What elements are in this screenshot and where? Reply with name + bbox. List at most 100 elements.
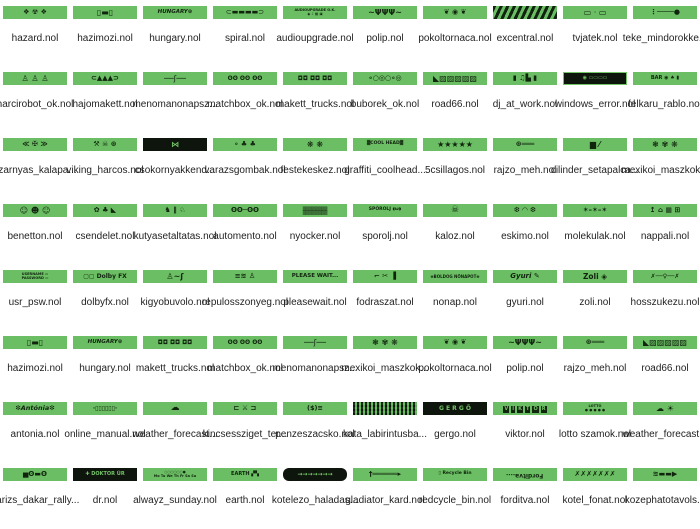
file-name-label[interactable]: redcycle_bin.nol: [418, 495, 492, 506]
file-name-label[interactable]: viking_harcos.nol: [66, 165, 144, 176]
polip-nol-logo-thumbnail[interactable]: ~ΨΨΨ~: [493, 336, 557, 349]
file-item[interactable]: ⊂▬▬▬▬⊃ spiral.nol: [210, 1, 280, 67]
file-name-label[interactable]: gladiator_kard.nol: [345, 495, 425, 506]
audioupgrade-nol-logo-thumbnail[interactable]: AUDIOUPGRADE O.K. ◉ ♪ ▦ ▣: [283, 6, 347, 19]
file-item[interactable]: EARTH ▞▚ earth.nol: [210, 463, 280, 529]
hajomakett-nol-logo-thumbnail[interactable]: ⊂▲▲▲⊃: [73, 72, 137, 85]
zoli-nol-logo-thumbnail[interactable]: Zoli ◈: [563, 270, 627, 283]
graffiti-coolhead-logo-thumbnail[interactable]: ▓COOL HEAD▓: [353, 138, 417, 151]
automento-nol-logo-thumbnail[interactable]: ʘʘ─ʘʘ: [213, 204, 277, 217]
kutyasetaltatas-nol-logo-thumbnail[interactable]: ♞ ∥ ♘: [143, 204, 207, 217]
dj-at-work-nol-logo-thumbnail[interactable]: ▮ ♫▙ ▮: [493, 72, 557, 85]
file-item[interactable]: ◣▨▨▨▨▨ road66.nol: [420, 67, 490, 133]
file-item[interactable]: ◘◘ ◘◘ ◘◘ makett_trucks.nol: [136, 331, 214, 397]
kaloz-nol-logo-thumbnail[interactable]: ☠: [423, 204, 487, 217]
file-name-label[interactable]: kaloz.nol: [435, 231, 475, 242]
file-name-label[interactable]: excentral.nol: [496, 33, 554, 44]
sporolj-nol-logo-thumbnail[interactable]: SPÓROLJ ◖ω◗: [353, 204, 417, 217]
file-name-label[interactable]: antonia.nol: [10, 429, 60, 440]
file-item[interactable]: ▭ · ▭ tvjatek.nol: [560, 1, 630, 67]
file-item[interactable]: ʘʘ ʘʘ ʘʘ matchbox_ok.nol: [207, 67, 283, 133]
file-name-label[interactable]: kutyasetaltatas.nol: [133, 231, 217, 242]
file-name-label[interactable]: csokornyakkend...: [134, 165, 216, 176]
file-item[interactable]: ▅ʘ▬ʘ parizs_dakar_rally...: [0, 463, 79, 529]
file-item[interactable]: ○○○○○○● Mo Tu We Th Fr Sa Su alwayz_sunda…: [133, 463, 217, 529]
file-item[interactable]: ❀BOLDOG NŐNAPOT❀ nonap.nol: [420, 265, 490, 331]
file-name-label[interactable]: polip.nol: [506, 363, 544, 374]
file-name-label[interactable]: rajzo_meh.nol: [493, 165, 557, 176]
file-name-label[interactable]: dolbyfx.nol: [81, 297, 129, 308]
file-name-label[interactable]: sporolj.nol: [362, 231, 408, 242]
file-name-label[interactable]: online_manual.nol: [64, 429, 146, 440]
file-item[interactable]: Zoli ◈ zoli.nol: [560, 265, 630, 331]
forditva-nol-logo-thumbnail[interactable]: Forditva....: [493, 468, 557, 481]
file-item[interactable]: HUNGARY⊛ hungary.nol: [140, 1, 210, 67]
file-name-label[interactable]: dr.nol: [92, 495, 118, 506]
file-item[interactable]: ⚒ ☠ ⊛ viking_harcos.nol: [66, 133, 144, 199]
file-item[interactable]: ✗──♀──✗ hosszukezu.nol: [630, 265, 700, 331]
makett-trucks-nol-logo-thumbnail[interactable]: ◘◘ ◘◘ ◘◘: [283, 72, 347, 85]
menomanonapsz-logo-thumbnail[interactable]: ──ʃ──: [283, 336, 347, 349]
menomanonapsz-logo-thumbnail[interactable]: ──ʃ──: [143, 72, 207, 85]
file-item[interactable]: ☁ ☀ weather_forecast...: [622, 397, 700, 463]
file-name-label[interactable]: parizs_dakar_rally...: [0, 495, 80, 506]
file-name-label[interactable]: hazimozi.nol: [7, 363, 63, 374]
varazsgombak-nol-logo-thumbnail[interactable]: ∘ ♣ ♣: [213, 138, 277, 151]
file-name-label[interactable]: kincsessziget_ter...: [202, 429, 288, 440]
file-item[interactable]: ⌐ ✂ ▐ fodraszat.nol: [350, 265, 420, 331]
file-item[interactable]: ✚ DOKTOR ÚR dr.nol: [70, 463, 140, 529]
gladiator-kard-nol-logo-thumbnail[interactable]: †══════▸: [353, 468, 417, 481]
file-name-label[interactable]: forditva.nol: [500, 495, 550, 506]
file-item[interactable]: ▆ ⁄ cilinder_setapalca...: [551, 133, 639, 199]
file-name-label[interactable]: lotto szamok.nol: [558, 429, 632, 440]
file-item[interactable]: ~ΨΨΨ~ polip.nol: [350, 1, 420, 67]
file-name-label[interactable]: tvjatek.nol: [572, 33, 618, 44]
file-item[interactable]: ✼Antónia✼ antonia.nol: [0, 397, 70, 463]
file-item[interactable]: ▯▬▯ hazimozi.nol: [0, 331, 70, 397]
file-item[interactable]: LOTTÓ ● ● ● ● ● lotto szamok.nol: [558, 397, 632, 463]
file-name-label[interactable]: 5csillagos.nol: [424, 165, 486, 176]
file-item[interactable]: G E R G Ő gergo.nol: [420, 397, 490, 463]
earth-nol-logo-thumbnail[interactable]: EARTH ▞▚: [213, 468, 277, 481]
file-item[interactable]: ≋▬▬▶ kozephatotavols...: [625, 463, 700, 529]
file-item[interactable]: ☁ weather_forecast...: [132, 397, 218, 463]
file-item[interactable]: ☺ ☻ ☺ benetton.nol: [0, 199, 70, 265]
file-name-label[interactable]: hungary.nol: [149, 33, 201, 44]
file-item[interactable]: ʘʘ─ʘʘ automento.nol: [210, 199, 280, 265]
file-item[interactable]: ✶–✶–✶ molekulak.nol: [560, 199, 630, 265]
file-item[interactable]: BAR ◉ ♠ ▮ felkaru_rablo.nol: [628, 67, 700, 133]
file-name-label[interactable]: buborek_ok.nol: [350, 99, 420, 110]
file-item[interactable]: ✿ ♣ ◣ csendelet.nol: [70, 199, 140, 265]
redcycle-bin-nol-logo-thumbnail[interactable]: ▯ Recycle Bin: [423, 468, 487, 481]
file-name-label[interactable]: makett_trucks.nol: [135, 363, 215, 374]
file-item[interactable]: ⊂▲▲▲⊃ hajomakett.nol: [70, 67, 140, 133]
file-item[interactable]: ❃ ✾ ❋ mexikoi_maszkok...: [341, 331, 429, 397]
file-item[interactable]: ⊛═══ rajzo_meh.nol: [560, 331, 630, 397]
file-name-label[interactable]: hazimozi.nol: [77, 33, 133, 44]
rajzo-meh-nol-logo-thumbnail[interactable]: ⊛═══: [563, 336, 627, 349]
csokornyakkend-logo-thumbnail[interactable]: ⋈: [143, 138, 207, 151]
felkaru-rablo-nol-logo-thumbnail[interactable]: BAR ◉ ♠ ▮: [633, 72, 697, 85]
file-item[interactable]: ◉ ▭▭▭▭ windows_error.nol: [555, 67, 635, 133]
file-name-label[interactable]: weather_forecast...: [622, 429, 700, 440]
pokoltornaca-nol-logo-thumbnail[interactable]: ❦ ◉ ❦: [423, 6, 487, 19]
file-item[interactable]: ❃ ✾ ❋ mexikoi_maszkok...: [621, 133, 700, 199]
file-item[interactable]: SPÓROLJ ◖ω◗ sporolj.nol: [350, 199, 420, 265]
file-item[interactable]: ◣▨▨▨▨▨ road66.nol: [630, 331, 700, 397]
file-name-label[interactable]: alwayz_sunday.nol: [133, 495, 217, 506]
file-item[interactable]: →→→→→→→ kotelezo_haladas...: [272, 463, 358, 529]
benetton-nol-logo-thumbnail[interactable]: ☺ ☻ ☺: [3, 204, 67, 217]
fodraszat-nol-logo-thumbnail[interactable]: ⌐ ✂ ▐: [353, 270, 417, 283]
file-item[interactable]: USERNAME ▭ PASSWORD ▭ usr_psw.nol: [0, 265, 70, 331]
molekulak-nol-logo-thumbnail[interactable]: ✶–✶–✶: [563, 204, 627, 217]
file-item[interactable]: Forditva.... forditva.nol: [490, 463, 560, 529]
weather-forecast-logo-thumbnail[interactable]: ☁ ☀: [633, 402, 697, 415]
file-name-label[interactable]: menomanonapsz...: [132, 99, 218, 110]
file-name-label[interactable]: nonap.nol: [433, 297, 477, 308]
excentral-nol-logo-thumbnail[interactable]: [493, 6, 557, 19]
file-item[interactable]: ❋ ❋ festekeskez.nol: [280, 133, 350, 199]
file-name-label[interactable]: teke_mindorokke...: [622, 33, 700, 44]
festekeskez-nol-logo-thumbnail[interactable]: ❋ ❋: [283, 138, 347, 151]
file-name-label[interactable]: nyocker.nol: [289, 231, 341, 242]
